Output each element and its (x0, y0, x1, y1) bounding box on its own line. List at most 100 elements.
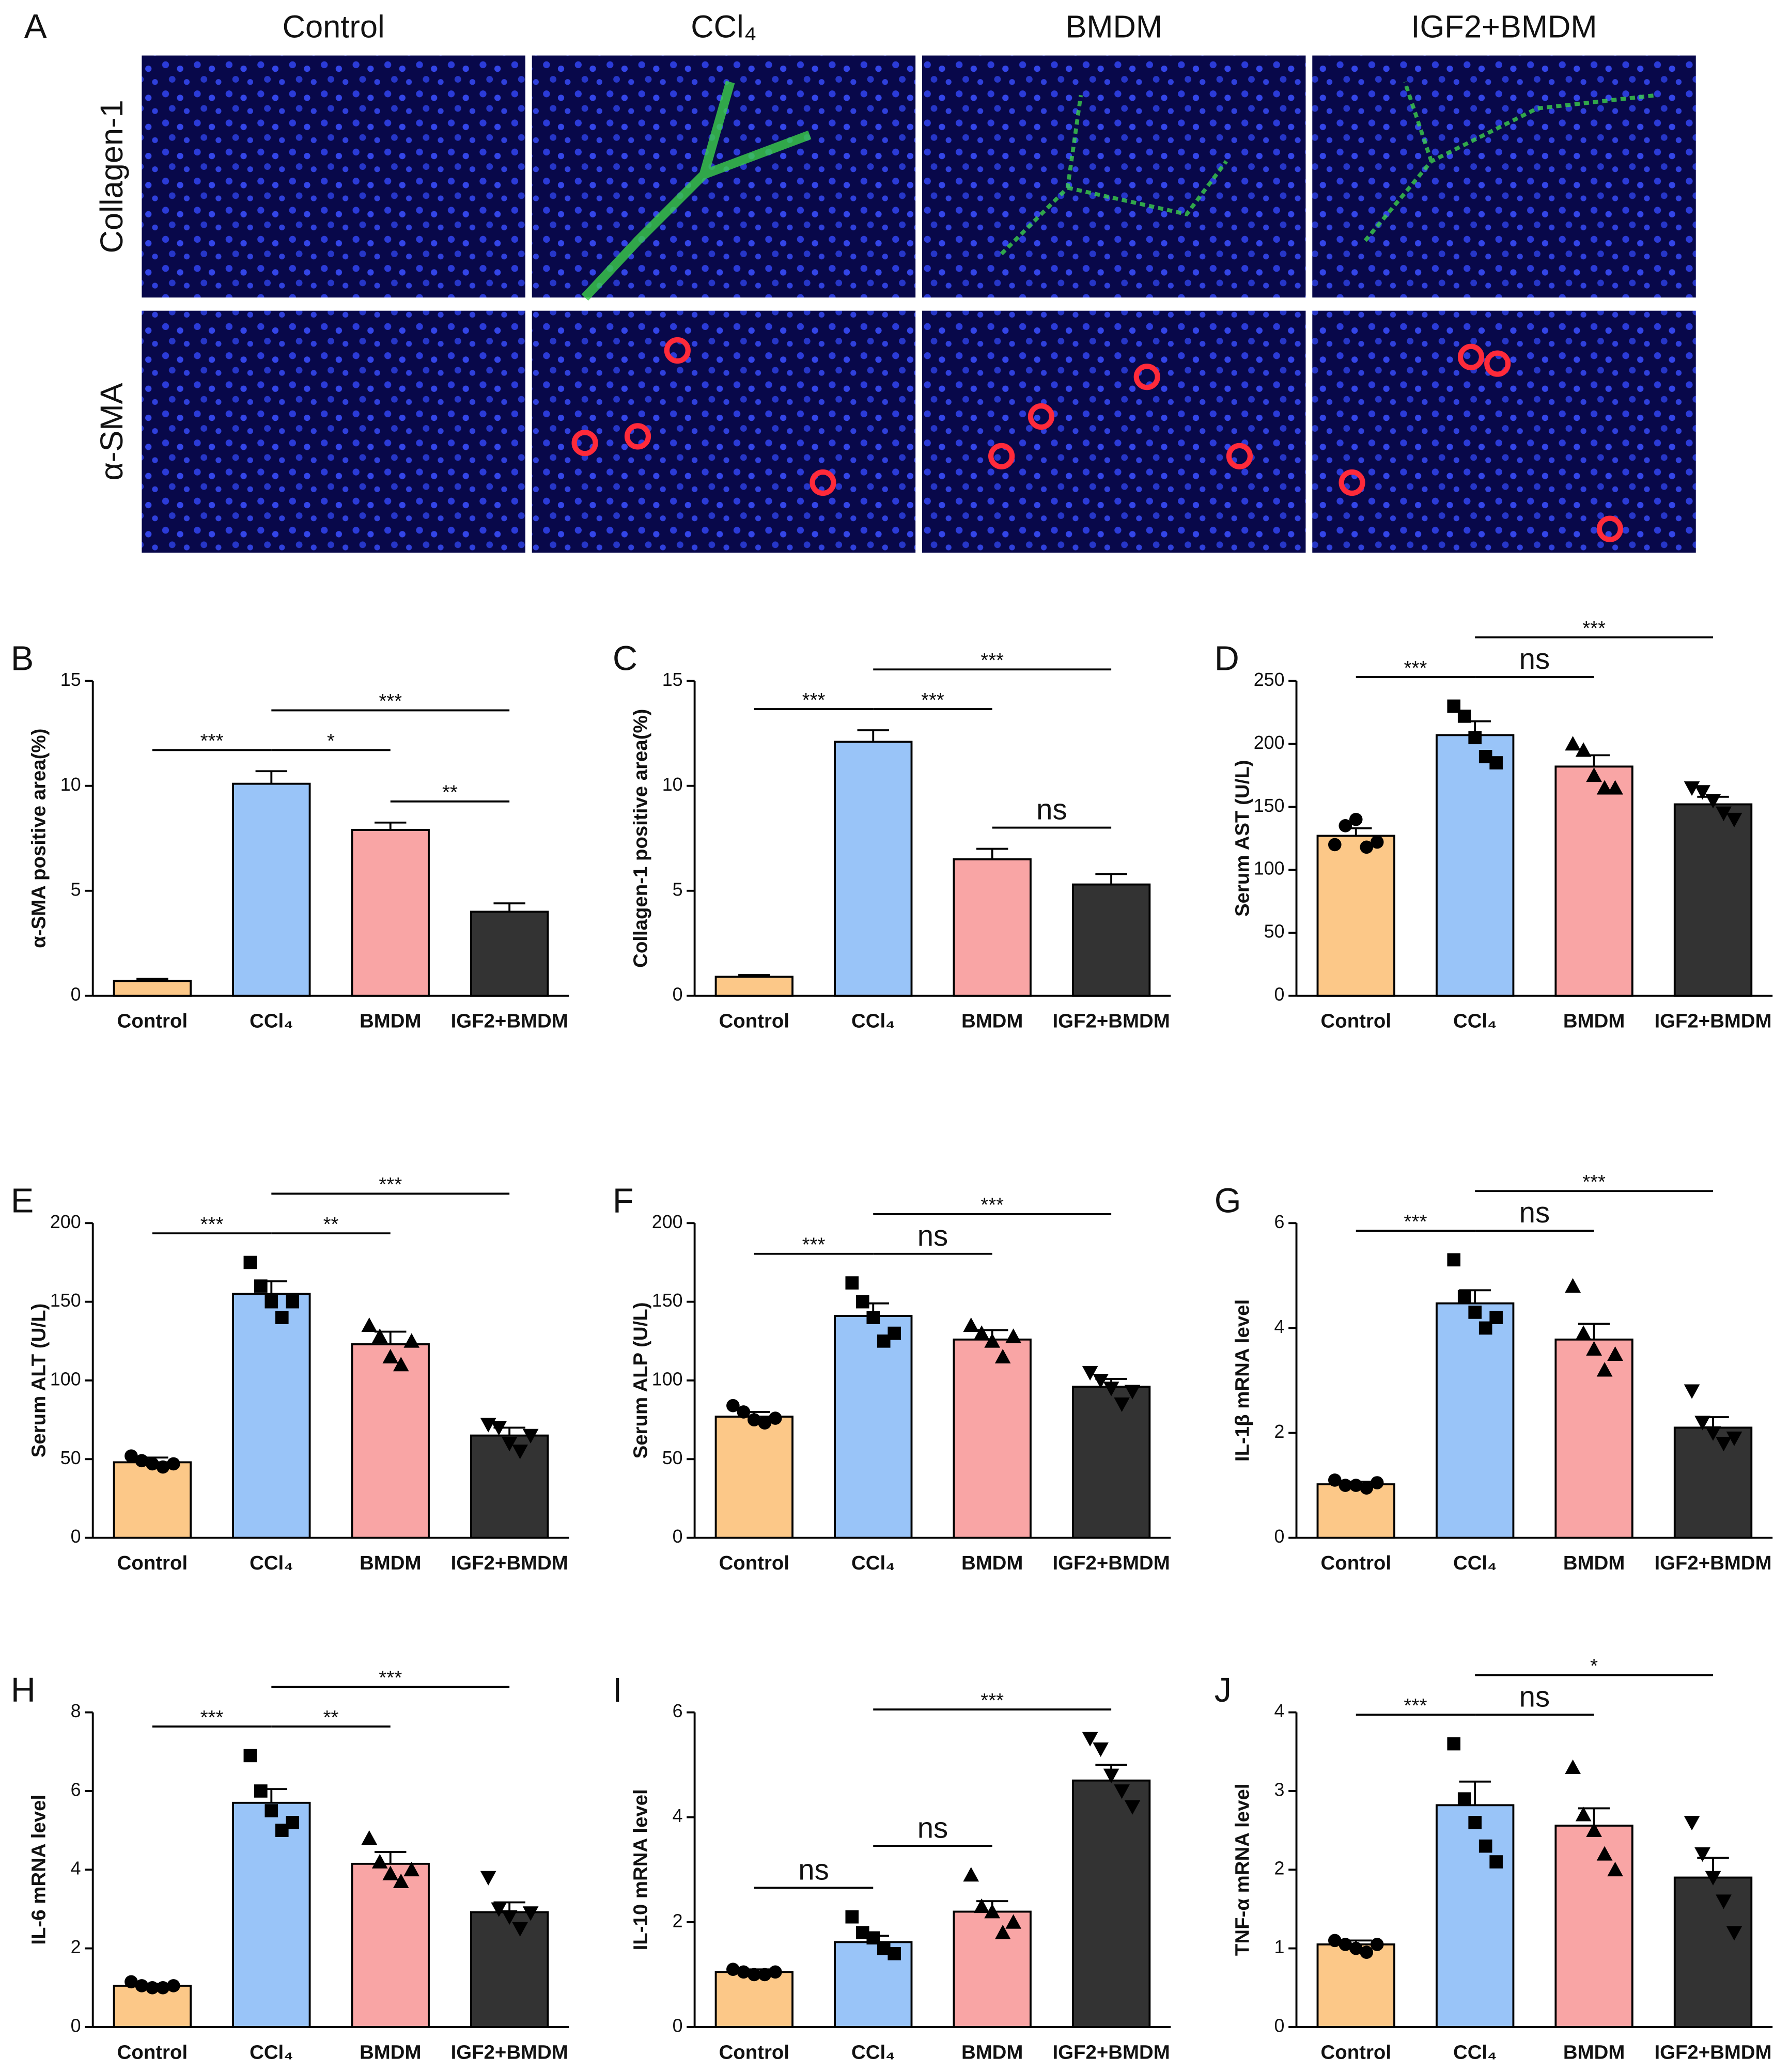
micrograph (142, 310, 525, 553)
significance-label: ns (1519, 642, 1550, 675)
x-tick-label: CCl₄ (250, 1010, 293, 1032)
data-point (254, 1784, 268, 1798)
row-label: α-SMA (94, 383, 130, 480)
data-point (243, 1749, 257, 1763)
data-point (1705, 1426, 1721, 1441)
x-tick-label: Control (719, 1552, 789, 1574)
bar (1673, 1426, 1753, 1539)
data-point (382, 1865, 399, 1880)
bar (1673, 1876, 1753, 2028)
x-tick-label: IGF2+BMDM (1654, 1010, 1771, 1032)
x-tick-label: Control (1321, 2041, 1391, 2063)
data-point (1694, 785, 1710, 800)
data-point (1705, 1871, 1721, 1886)
significance-label: *** (1582, 617, 1606, 639)
y-tick-label: 200 (652, 1212, 683, 1232)
bar (113, 980, 192, 997)
significance-label: *** (1404, 657, 1427, 679)
y-tick-label: 50 (662, 1448, 683, 1468)
y-tick-label: 0 (1274, 1526, 1285, 1547)
micrograph (532, 310, 916, 553)
data-point (1705, 794, 1721, 809)
y-axis-label: IL-10 mRNA level (629, 1789, 651, 1950)
x-tick-label: IGF2+BMDM (1053, 2041, 1170, 2063)
data-point (1124, 1800, 1141, 1815)
column-header: BMDM (1065, 9, 1162, 45)
y-tick-label: 150 (652, 1290, 683, 1311)
x-tick-label: BMDM (961, 1010, 1023, 1032)
data-point (1005, 1328, 1022, 1343)
data-point (124, 1975, 138, 1989)
data-point (1457, 1792, 1471, 1806)
micrograph (1312, 55, 1696, 298)
data-point (124, 1449, 138, 1463)
panel-letter: E (11, 1182, 34, 1220)
y-tick-label: 100 (652, 1369, 683, 1389)
bar (834, 1941, 913, 2028)
x-tick-label: BMDM (1563, 2041, 1625, 2063)
asma-signal (1226, 443, 1253, 469)
data-point (1726, 812, 1742, 828)
data-point (1338, 1479, 1352, 1492)
column-header: CCl₄ (691, 9, 756, 45)
data-point (1349, 1479, 1363, 1492)
data-point (156, 1981, 170, 1995)
data-point (1596, 1846, 1613, 1861)
y-tick-label: 100 (50, 1369, 81, 1389)
data-point (361, 1317, 378, 1332)
y-tick-label: 1 (1274, 1937, 1285, 1957)
bar (351, 829, 430, 997)
x-tick-label: BMDM (961, 2041, 1023, 2063)
significance-label: *** (200, 1213, 224, 1235)
bar (232, 1293, 311, 1539)
y-tick-label: 50 (1264, 921, 1285, 942)
data-point (1716, 806, 1732, 821)
y-tick-label: 0 (71, 2015, 81, 2036)
data-point (403, 1333, 420, 1348)
data-point (1716, 1437, 1732, 1452)
data-point (156, 1460, 170, 1474)
data-point (1114, 1784, 1130, 1799)
significance-label: ns (1519, 1196, 1550, 1229)
significance-label: *** (802, 689, 826, 711)
data-point (286, 1816, 300, 1829)
y-tick-label: 4 (673, 1806, 683, 1826)
data-point (758, 1416, 772, 1430)
data-point (1005, 1914, 1022, 1929)
bar (1554, 1338, 1633, 1539)
bar (470, 1434, 549, 1539)
y-axis-label: IL-1β mRNA level (1231, 1299, 1253, 1462)
bar (953, 1910, 1032, 2028)
y-tick-label: 200 (1254, 732, 1285, 753)
data-point (146, 1981, 159, 1995)
data-point (888, 1947, 901, 1960)
y-tick-label: 50 (60, 1448, 81, 1468)
x-tick-label: Control (117, 1010, 188, 1032)
data-point (1447, 1253, 1461, 1267)
data-point (866, 1311, 880, 1324)
data-point (1457, 1290, 1471, 1304)
asma-signal (1028, 403, 1055, 430)
asma-signal (1457, 343, 1485, 370)
significance-label: ns (1519, 1680, 1550, 1713)
y-tick-label: 0 (673, 984, 683, 1004)
data-point (243, 1255, 257, 1269)
y-tick-label: 150 (50, 1290, 81, 1311)
y-tick-label: 2 (1274, 1421, 1285, 1442)
data-point (1575, 742, 1592, 757)
data-point (1082, 1732, 1098, 1747)
asma-signal (1338, 469, 1365, 496)
panel-letter: A (24, 8, 48, 46)
bar (1554, 765, 1633, 997)
asma-signal (1133, 364, 1160, 390)
panel-letter: B (11, 640, 34, 678)
asma-signal (1596, 515, 1623, 542)
panel-letter: H (11, 1671, 36, 1709)
asma-signal (988, 443, 1015, 469)
significance-label: *** (379, 1667, 402, 1689)
bar (1316, 1943, 1395, 2028)
data-point (1575, 1325, 1592, 1340)
data-point (1360, 1945, 1374, 1959)
bar (1436, 1302, 1515, 1539)
data-point (135, 1979, 149, 1992)
